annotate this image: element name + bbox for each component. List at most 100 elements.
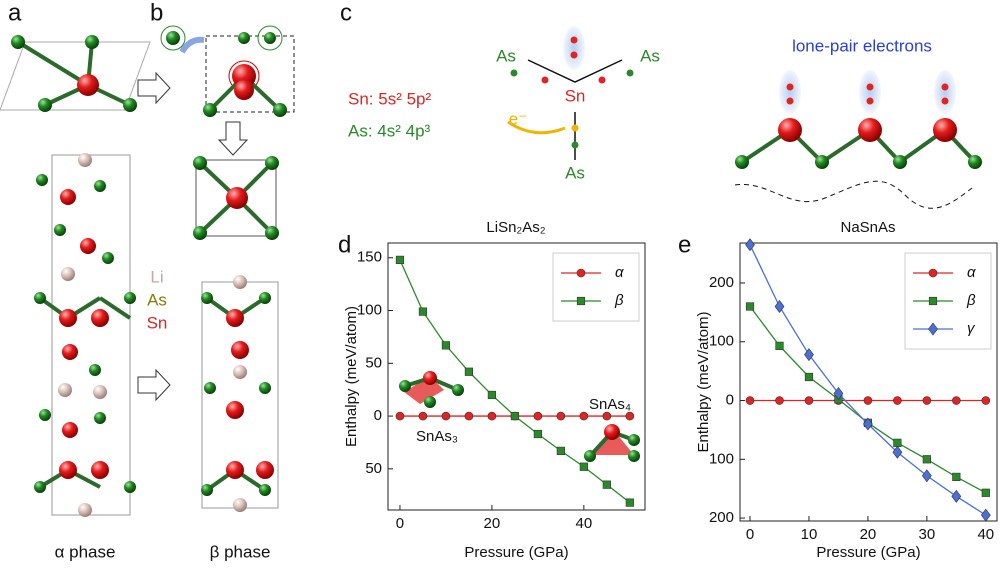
lone-pair-label: lone-pair electrons bbox=[792, 36, 932, 55]
panel-label: c bbox=[340, 0, 352, 26]
atom bbox=[226, 401, 244, 419]
atom bbox=[166, 31, 180, 45]
atom bbox=[91, 461, 109, 479]
atom bbox=[233, 275, 247, 289]
electron bbox=[866, 97, 874, 105]
marker bbox=[625, 498, 634, 507]
atom bbox=[193, 156, 207, 170]
legend-label: α bbox=[615, 264, 624, 281]
x-axis-label: Pressure (GPa) bbox=[816, 544, 920, 561]
atom bbox=[778, 118, 802, 142]
marker bbox=[952, 472, 961, 482]
atom-label: Sn bbox=[565, 86, 586, 105]
atom bbox=[94, 412, 106, 424]
atom bbox=[231, 341, 249, 359]
marker bbox=[951, 489, 962, 503]
marker bbox=[556, 446, 565, 456]
atom bbox=[604, 424, 620, 440]
y-axis-label: Enthalpy (meV/atom) bbox=[695, 312, 712, 453]
atom-label: As bbox=[565, 163, 585, 182]
polyhedron bbox=[590, 428, 634, 455]
atom bbox=[78, 153, 92, 167]
atom bbox=[201, 292, 213, 304]
legend-marker bbox=[928, 268, 938, 278]
y-tick-label: 0 bbox=[726, 391, 734, 408]
legend-marker bbox=[928, 296, 938, 306]
x-tick-label: 20 bbox=[860, 526, 877, 543]
panel-label: d bbox=[338, 231, 351, 258]
atom bbox=[628, 450, 640, 462]
unit-cell bbox=[51, 154, 131, 516]
x-tick-label: 40 bbox=[576, 515, 593, 532]
panel-label: b bbox=[150, 0, 163, 26]
bond bbox=[16, 40, 90, 87]
y-tick-label: 150 bbox=[357, 249, 382, 266]
marker bbox=[893, 438, 902, 447]
atom-label: As bbox=[640, 46, 660, 65]
marker bbox=[981, 396, 991, 405]
marker bbox=[775, 396, 784, 405]
atom bbox=[94, 180, 106, 192]
legend-marker bbox=[576, 268, 586, 278]
chart-title: NaSnAs bbox=[840, 219, 895, 236]
marker bbox=[892, 445, 903, 459]
marker bbox=[533, 429, 542, 439]
marker bbox=[625, 411, 635, 421]
atom bbox=[226, 187, 248, 209]
atom bbox=[78, 503, 92, 517]
marker bbox=[952, 396, 961, 405]
marker bbox=[922, 396, 932, 405]
y-tick-label: 50 bbox=[365, 354, 382, 371]
unit-cell bbox=[0, 41, 151, 111]
atom bbox=[62, 344, 78, 360]
atom bbox=[89, 364, 101, 376]
atom bbox=[584, 450, 596, 462]
highlight bbox=[257, 25, 283, 51]
annotation: SnAs₃ bbox=[416, 428, 458, 445]
marker bbox=[602, 480, 611, 489]
marker bbox=[863, 417, 873, 431]
lone-pair bbox=[563, 26, 585, 70]
legend-label: β bbox=[966, 292, 976, 309]
atom bbox=[815, 155, 829, 169]
lone-pair bbox=[779, 70, 801, 114]
atom bbox=[226, 309, 244, 327]
unit-cell bbox=[205, 35, 295, 113]
phase-label: β phase bbox=[210, 542, 271, 561]
atom bbox=[424, 396, 436, 408]
x-tick-label: 10 bbox=[801, 526, 818, 543]
atom bbox=[735, 155, 749, 169]
marker bbox=[579, 411, 589, 421]
atom-legend: As bbox=[147, 290, 167, 309]
marker bbox=[981, 488, 990, 497]
atom bbox=[201, 484, 213, 496]
marker bbox=[804, 372, 814, 382]
bond bbox=[98, 296, 132, 320]
legend-marker bbox=[576, 296, 586, 306]
y-tick-label: 200 bbox=[709, 274, 734, 291]
atom bbox=[91, 309, 109, 327]
marker bbox=[922, 455, 931, 464]
electron bbox=[941, 83, 949, 91]
x-tick-label: 30 bbox=[919, 526, 936, 543]
x-tick-label: 40 bbox=[977, 526, 994, 543]
unit-cell bbox=[195, 159, 277, 237]
atom bbox=[233, 365, 247, 379]
atom bbox=[59, 309, 77, 327]
electron-config: As: 4s² 4p³ bbox=[348, 121, 431, 140]
phase-label: α phase bbox=[55, 542, 116, 561]
atom bbox=[93, 385, 107, 399]
electron bbox=[598, 76, 606, 84]
atom bbox=[226, 461, 244, 479]
arrow bbox=[137, 368, 171, 402]
atom bbox=[60, 189, 76, 205]
legend-box bbox=[552, 252, 640, 322]
chart-title: LiSn₂As₂ bbox=[486, 219, 545, 236]
legend-label: β bbox=[614, 292, 624, 309]
marker bbox=[745, 302, 755, 311]
bond bbox=[527, 59, 623, 160]
marker bbox=[487, 411, 497, 421]
atom bbox=[234, 80, 254, 100]
electron bbox=[571, 141, 579, 149]
